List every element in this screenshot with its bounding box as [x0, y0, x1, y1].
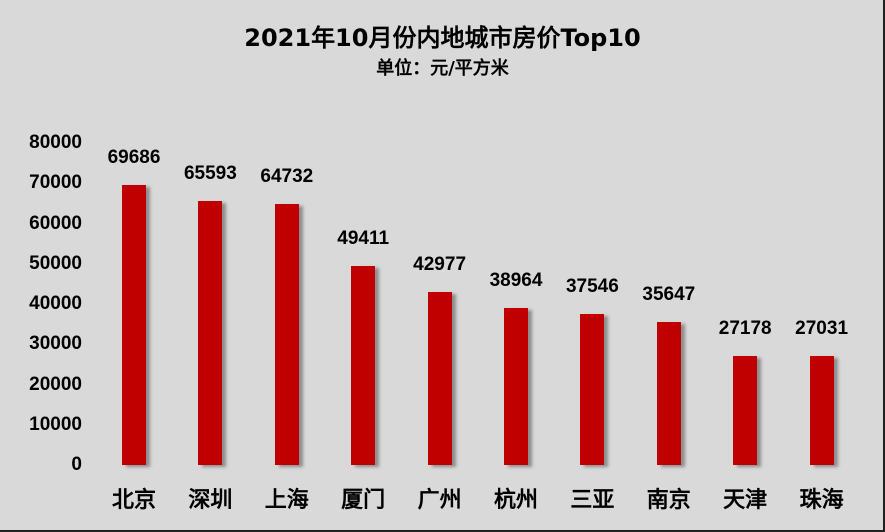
x-tick-label: 北京 [111, 488, 156, 513]
bar-nanjing [656, 321, 681, 465]
data-label: 69686 [107, 146, 161, 168]
y-tick: 30000 [29, 333, 82, 355]
y-tick: 60000 [29, 212, 82, 234]
x-tick-label: 广州 [417, 488, 462, 513]
data-label: 64732 [260, 166, 314, 188]
x-tick-label: 三亚 [570, 488, 615, 513]
bar-xiamen [351, 266, 376, 465]
data-label: 37546 [565, 275, 619, 297]
bar-zhuhai [809, 356, 834, 465]
bar-shanghai [274, 204, 299, 465]
y-tick: 70000 [29, 172, 82, 194]
x-tick-label: 杭州 [493, 488, 538, 513]
x-tick-label: 天津 [723, 488, 768, 513]
y-tick: 80000 [29, 132, 82, 153]
data-label: 42977 [413, 254, 467, 276]
x-tick-label: 上海 [264, 488, 309, 513]
data-label: 65593 [183, 162, 237, 184]
y-tick: 10000 [29, 413, 82, 435]
y-tick: 50000 [29, 252, 82, 274]
data-label: 27031 [795, 318, 849, 340]
x-tick-label: 南京 [646, 488, 691, 513]
bar-guangzhou [427, 292, 452, 465]
y-tick: 0 [71, 454, 82, 475]
data-label: 27178 [718, 317, 772, 339]
bar-tianjin [733, 355, 758, 465]
bar-sanya [580, 313, 605, 465]
y-tick: 40000 [29, 293, 82, 314]
data-label: 35647 [642, 283, 696, 305]
data-label: 49411 [337, 228, 390, 250]
bar-beijing [122, 184, 146, 465]
bar-hangzhou [504, 308, 528, 465]
chart-title: 2021年10月份内地城市房价Top10 [244, 24, 641, 52]
x-tick-label: 厦门 [341, 488, 386, 513]
y-tick: 20000 [29, 373, 82, 395]
data-label: 38964 [489, 270, 543, 292]
bar-shenzhen [198, 200, 223, 465]
chart-subtitle: 单位：元/平方米 [376, 58, 509, 79]
x-tick-label: 深圳 [188, 488, 233, 513]
x-tick-label: 珠海 [799, 488, 844, 513]
